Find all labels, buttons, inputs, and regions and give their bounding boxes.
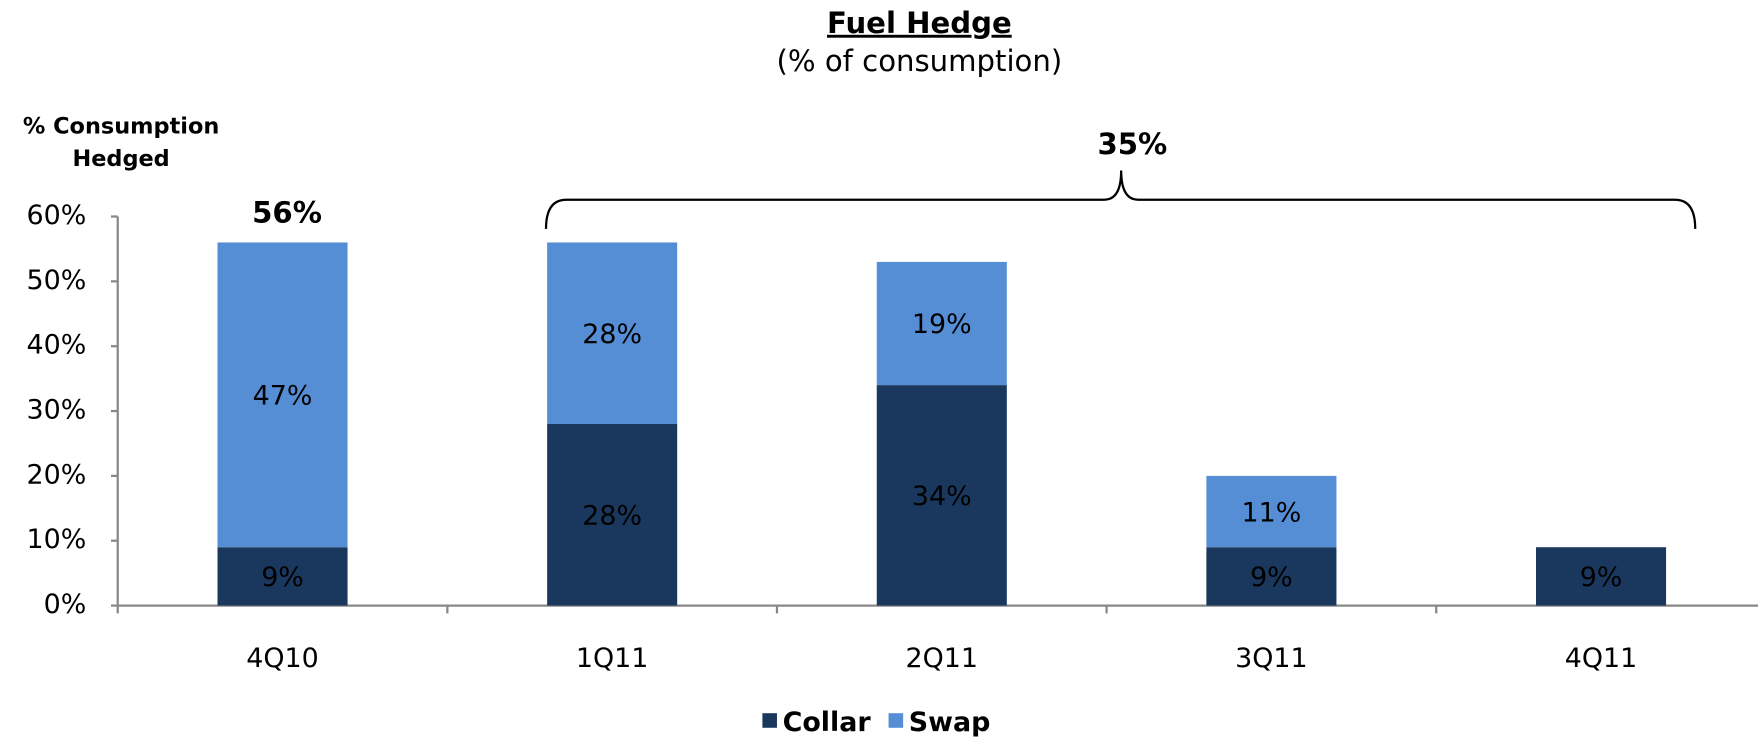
- bar-segment: [876, 385, 1007, 606]
- bar-segment: [547, 424, 678, 606]
- data-label: 9%: [261, 562, 304, 593]
- data-label: 11%: [1242, 497, 1302, 528]
- bar-segment: [217, 242, 348, 548]
- y-axis-label: % Consumption: [23, 113, 219, 139]
- x-tick-label: 4Q10: [246, 643, 319, 674]
- annotation: 35%: [1098, 127, 1168, 161]
- bar-segment: [1536, 547, 1667, 606]
- data-label: 9%: [1250, 562, 1293, 593]
- bar-segment: [876, 261, 1007, 386]
- y-tick-label: 0%: [44, 589, 87, 620]
- legend-label: Collar: [783, 707, 872, 738]
- bar-segment: [1206, 547, 1337, 606]
- x-tick-label: 4Q11: [1565, 643, 1638, 674]
- bar-segment: [1206, 475, 1337, 548]
- data-label: 28%: [582, 319, 642, 350]
- annotation: 56%: [252, 195, 322, 229]
- legend-swatch: [888, 713, 904, 728]
- chart-title: Fuel Hedge: [827, 6, 1012, 40]
- x-tick-label: 3Q11: [1235, 643, 1308, 674]
- x-tick-label: 2Q11: [906, 643, 978, 674]
- bracket: [544, 170, 1697, 229]
- bar-segment: [547, 242, 678, 425]
- legend-swatch: [762, 713, 777, 728]
- y-tick-label: 40%: [27, 330, 87, 361]
- chart-subtitle: (% of consumption): [777, 44, 1063, 78]
- data-label: 19%: [912, 309, 972, 340]
- y-tick-label: 60%: [27, 200, 87, 231]
- y-tick-label: 10%: [27, 524, 87, 555]
- y-tick-label: 30%: [27, 395, 87, 426]
- x-tick-label: 1Q11: [576, 643, 648, 674]
- bar-segment: [217, 547, 348, 606]
- data-label: 28%: [582, 501, 642, 532]
- data-label: 47%: [253, 381, 313, 412]
- y-axis-label: Hedged: [72, 146, 169, 172]
- data-label: 9%: [1580, 562, 1623, 593]
- y-tick-label: 50%: [27, 265, 87, 296]
- data-label: 34%: [912, 481, 972, 512]
- y-tick-label: 20%: [27, 459, 87, 490]
- legend-label: Swap: [909, 707, 991, 738]
